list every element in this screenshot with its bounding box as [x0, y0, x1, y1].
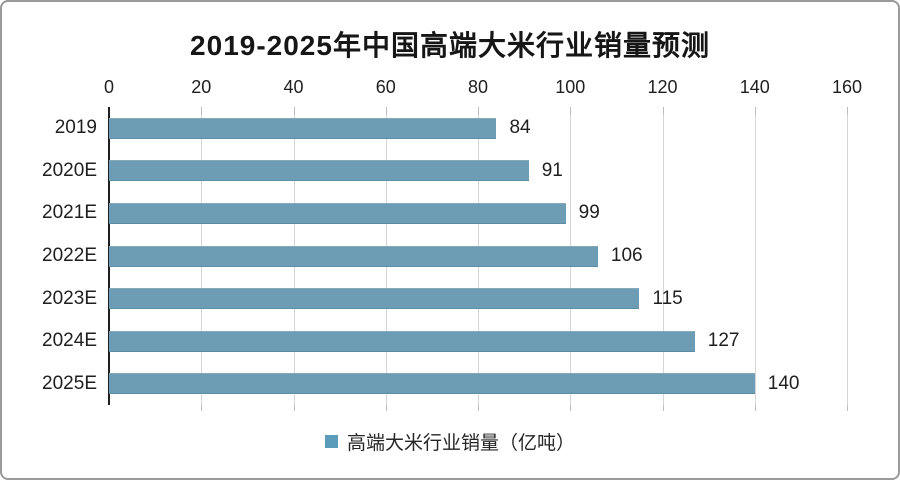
axis-tick: [754, 107, 756, 115]
axis-tick: [293, 107, 295, 115]
x-tick-label: 0: [103, 77, 115, 97]
bar: [109, 245, 598, 267]
gridline: [847, 107, 848, 405]
bar-row: 2021E 99: [42, 192, 847, 235]
axis-tick: [385, 405, 387, 411]
axis-tick: [754, 405, 756, 411]
bar-row: 2020E 91: [42, 150, 847, 193]
x-tick-label: 60: [375, 77, 396, 97]
x-tick-label: 120: [647, 77, 678, 97]
plot-area: 0 20 40 60 80 100 120 140 160 2019 84 2020E 91 2021E…: [42, 77, 862, 411]
x-tick-label: 160: [831, 77, 863, 97]
chart-title: 2019-2025年中国高端大米行业销量预测: [190, 30, 710, 61]
axis-tick: [478, 405, 479, 411]
bar-rows: 2019 84 2020E 91 2021E 99 2022E 106 2023E 115 2024…: [42, 107, 847, 405]
axis-tick: [570, 107, 572, 115]
category-label: 2025E: [42, 372, 97, 394]
axis-tick: [570, 405, 572, 411]
axis-tick: [847, 107, 848, 115]
category-label: 2023E: [42, 287, 97, 309]
bar: [109, 330, 695, 352]
value-label: 99: [578, 202, 600, 224]
bar: [109, 117, 497, 139]
category-label: 2022E: [42, 245, 97, 267]
axis-tick: [847, 405, 848, 411]
bar-row: 2023E 115: [42, 277, 847, 320]
gridline: [754, 107, 756, 405]
x-tick-label: 40: [283, 77, 304, 97]
bar: [109, 202, 566, 224]
x-tick-label: 140: [739, 77, 770, 97]
axis-tick: [478, 107, 479, 115]
bar-row: 2022E 106: [42, 235, 847, 278]
axis-tick: [385, 107, 387, 115]
axis-tick: [293, 405, 295, 411]
category-label: 2024E: [42, 330, 97, 352]
x-tick-label: 20: [191, 77, 212, 97]
value-label: 106: [610, 245, 643, 267]
category-label: 2021E: [42, 202, 97, 224]
bar-row: 2025E 140: [42, 362, 847, 405]
axis-tick: [662, 107, 664, 115]
x-tick-label: 100: [555, 77, 586, 97]
legend-marker-icon: [324, 435, 338, 448]
bar-row: 2024E 127: [42, 320, 847, 363]
value-label: 91: [541, 159, 563, 181]
category-label: 2020E: [42, 159, 97, 181]
value-label: 115: [652, 287, 683, 309]
legend-label: 高端大米行业销量（亿吨）: [346, 433, 575, 454]
value-label: 140: [767, 372, 800, 394]
legend: 高端大米行业销量（亿吨）: [2, 428, 898, 455]
axis-tick: [201, 405, 203, 411]
gridline: [662, 107, 664, 405]
bar: [109, 288, 640, 310]
axis-tick: [201, 107, 203, 115]
bar: [109, 373, 755, 395]
x-tick-label: 80: [467, 77, 489, 97]
value-label: 127: [707, 330, 740, 352]
bar-row: 2019 84: [55, 107, 847, 150]
bar: [109, 160, 529, 182]
category-label: 2019: [54, 117, 97, 139]
axis-tick: [662, 405, 664, 411]
value-label: 84: [509, 117, 531, 139]
